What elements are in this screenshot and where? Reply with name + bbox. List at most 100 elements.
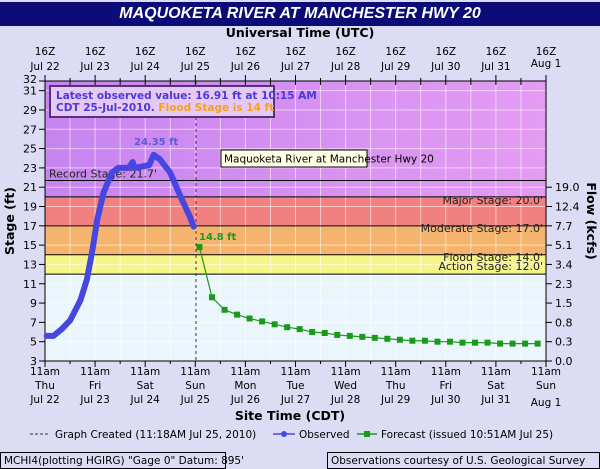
forecast-point: [259, 318, 266, 325]
y-tick-label: 25: [23, 143, 37, 156]
top-tick-label-date: Jul 29: [380, 61, 410, 73]
x-tick-label-date: Jul 30: [430, 394, 460, 406]
x-tick-label-date: Jul 22: [29, 394, 59, 406]
forecast-point: [334, 331, 341, 338]
x-tick-label-time: 11am: [130, 366, 160, 378]
observed-point: [178, 194, 184, 200]
x-tick-label-weekday: Wed: [334, 380, 357, 392]
top-tick-label-date: Jul 27: [280, 61, 310, 73]
y-tick-label: 29: [23, 104, 37, 117]
x-tick-label-time: 11am: [30, 366, 60, 378]
forecast-point: [371, 334, 378, 341]
forecast-point: [359, 333, 366, 340]
top-tick-label-date: Jul 22: [29, 61, 59, 73]
tooltip-box: [220, 149, 368, 168]
forecast-point: [472, 339, 479, 346]
x-tick-label-weekday: Sat: [137, 380, 154, 392]
observed-point: [132, 165, 138, 171]
legend-observed-label: Observed: [299, 429, 350, 441]
y-tick-label: 11: [23, 278, 37, 291]
observed-point: [59, 326, 65, 332]
observed-point: [50, 333, 56, 339]
forecast-point: [196, 244, 203, 251]
forecast-point: [434, 338, 441, 345]
top-tick-label-date: Jul 31: [480, 61, 510, 73]
top-tick-label-time: 16Z: [335, 46, 356, 58]
x-tick-label-date: Jul 25: [180, 394, 210, 406]
forecast-point: [234, 311, 241, 318]
observed-point: [44, 333, 50, 339]
y-axis-title: Stage (ft): [2, 187, 17, 255]
x-tick-label-time: 11am: [331, 366, 361, 378]
peak-label: 24.35 ft: [134, 137, 178, 148]
top-tick-label-time: 16Z: [436, 46, 457, 58]
observed-point: [137, 164, 143, 170]
observed-point: [126, 165, 131, 171]
x-tick-label-date: Jul 24: [130, 394, 161, 406]
forecast-point: [446, 338, 453, 345]
x-tick-label-time: 11am: [381, 366, 411, 378]
observed-point: [146, 162, 152, 168]
observed-point: [115, 165, 121, 171]
top-tick-label-time: 16Z: [235, 46, 256, 58]
forecast-point: [534, 340, 541, 347]
observed-point: [187, 214, 193, 220]
forecast-point: [284, 324, 291, 331]
y-tick-label: 23: [23, 162, 37, 175]
latest-value-line1: Latest observed value: 16.91 ft at 10:15…: [56, 90, 317, 102]
y2-tick-label: 1.5: [555, 297, 573, 310]
observed-point: [89, 250, 95, 256]
legend-created-label: Graph Created (11:18AM Jul 25, 2010): [55, 429, 256, 441]
x-tick-label-weekday: Thu: [34, 380, 55, 392]
y2-tick-label: 19.0: [555, 181, 580, 194]
x-tick-label-date: Jul 28: [330, 394, 360, 406]
legend-forecast-marker: [364, 431, 370, 437]
top-tick-label-date: Jul 25: [180, 61, 210, 73]
forecast-point: [384, 335, 391, 342]
chart-title: MAQUOKETA RIVER AT MANCHESTER HWY 20: [0, 2, 600, 26]
y2-tick-label: 7.7: [555, 220, 573, 233]
forecast-point: [271, 321, 278, 328]
moderate-stage-label: Moderate Stage: 17.0': [421, 222, 543, 235]
y-tick-label: 9: [30, 297, 37, 310]
top-tick-label-time: 16Z: [85, 46, 106, 58]
forecast-point: [296, 326, 303, 333]
forecast-point: [309, 329, 316, 336]
observed-point: [109, 170, 115, 176]
observed-point: [130, 159, 136, 165]
forecast-start-label: 14.8 ft: [199, 232, 237, 243]
y-tick-label: 19: [23, 201, 37, 214]
major-stage-label: Major Stage: 20.0': [442, 194, 543, 207]
y-tick-label: 13: [23, 258, 37, 271]
observed-point: [100, 190, 106, 196]
observed-point: [77, 297, 83, 303]
x-tick-label-date: Jul 29: [380, 394, 410, 406]
top-tick-label-date: Jul 23: [79, 61, 109, 73]
y2-tick-label: 0.3: [555, 336, 573, 349]
forecast-point: [522, 340, 529, 347]
y2-tick-label: 12.4: [555, 201, 580, 214]
x-tick-label-date: Jul 31: [480, 394, 510, 406]
x-tick-label-weekday: Sat: [487, 380, 504, 392]
forecast-point: [209, 294, 215, 301]
y-tick-label: 7: [30, 316, 37, 329]
top-tick-label-time: 16Z: [486, 46, 507, 58]
forecast-point: [497, 340, 504, 347]
x-tick-label-date: Jul 26: [230, 394, 261, 406]
record-stage-label: Record Stage: 21.7': [49, 167, 157, 180]
y-tick-label: 21: [23, 181, 37, 194]
observed-point: [151, 152, 157, 158]
x-tick-label-time: 11am: [80, 366, 110, 378]
top-tick-label-time: 16Z: [285, 46, 306, 58]
forecast-point: [459, 339, 466, 346]
x-tick-label-date: Jul 27: [280, 394, 310, 406]
x-tick-label-weekday: Tue: [286, 380, 305, 392]
x-tick-label-time: 11am: [280, 366, 310, 378]
top-axis-title: Universal Time (UTC): [226, 25, 375, 40]
y2-tick-label: 5.1: [555, 239, 573, 252]
forecast-point: [221, 306, 228, 313]
x-tick-label-weekday: Sun: [536, 380, 556, 392]
flood-stage-note: Flood Stage is 14 ft: [158, 102, 274, 114]
y-tick-label: 27: [23, 123, 37, 136]
top-tick-label-time: 16Z: [385, 46, 406, 58]
